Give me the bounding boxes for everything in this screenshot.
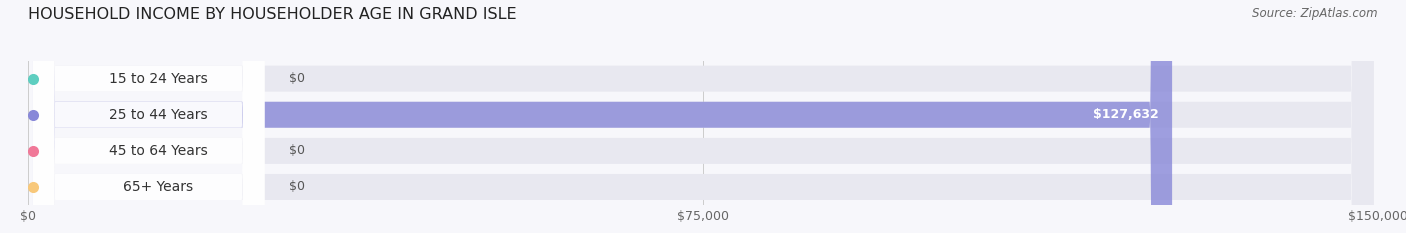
FancyBboxPatch shape [32, 0, 1374, 233]
FancyBboxPatch shape [32, 0, 1374, 233]
Text: 65+ Years: 65+ Years [122, 180, 193, 194]
FancyBboxPatch shape [32, 0, 1374, 233]
Text: $0: $0 [288, 181, 305, 193]
Text: 15 to 24 Years: 15 to 24 Years [108, 72, 207, 86]
FancyBboxPatch shape [32, 0, 264, 233]
Text: Source: ZipAtlas.com: Source: ZipAtlas.com [1253, 7, 1378, 20]
FancyBboxPatch shape [32, 0, 264, 233]
FancyBboxPatch shape [32, 0, 1374, 233]
FancyBboxPatch shape [32, 0, 264, 233]
Text: 45 to 64 Years: 45 to 64 Years [108, 144, 207, 158]
Text: $0: $0 [288, 144, 305, 157]
FancyBboxPatch shape [32, 0, 1173, 233]
Text: HOUSEHOLD INCOME BY HOUSEHOLDER AGE IN GRAND ISLE: HOUSEHOLD INCOME BY HOUSEHOLDER AGE IN G… [28, 7, 517, 22]
Text: $0: $0 [288, 72, 305, 85]
FancyBboxPatch shape [32, 0, 264, 233]
Text: $127,632: $127,632 [1092, 108, 1159, 121]
Text: 25 to 44 Years: 25 to 44 Years [108, 108, 207, 122]
